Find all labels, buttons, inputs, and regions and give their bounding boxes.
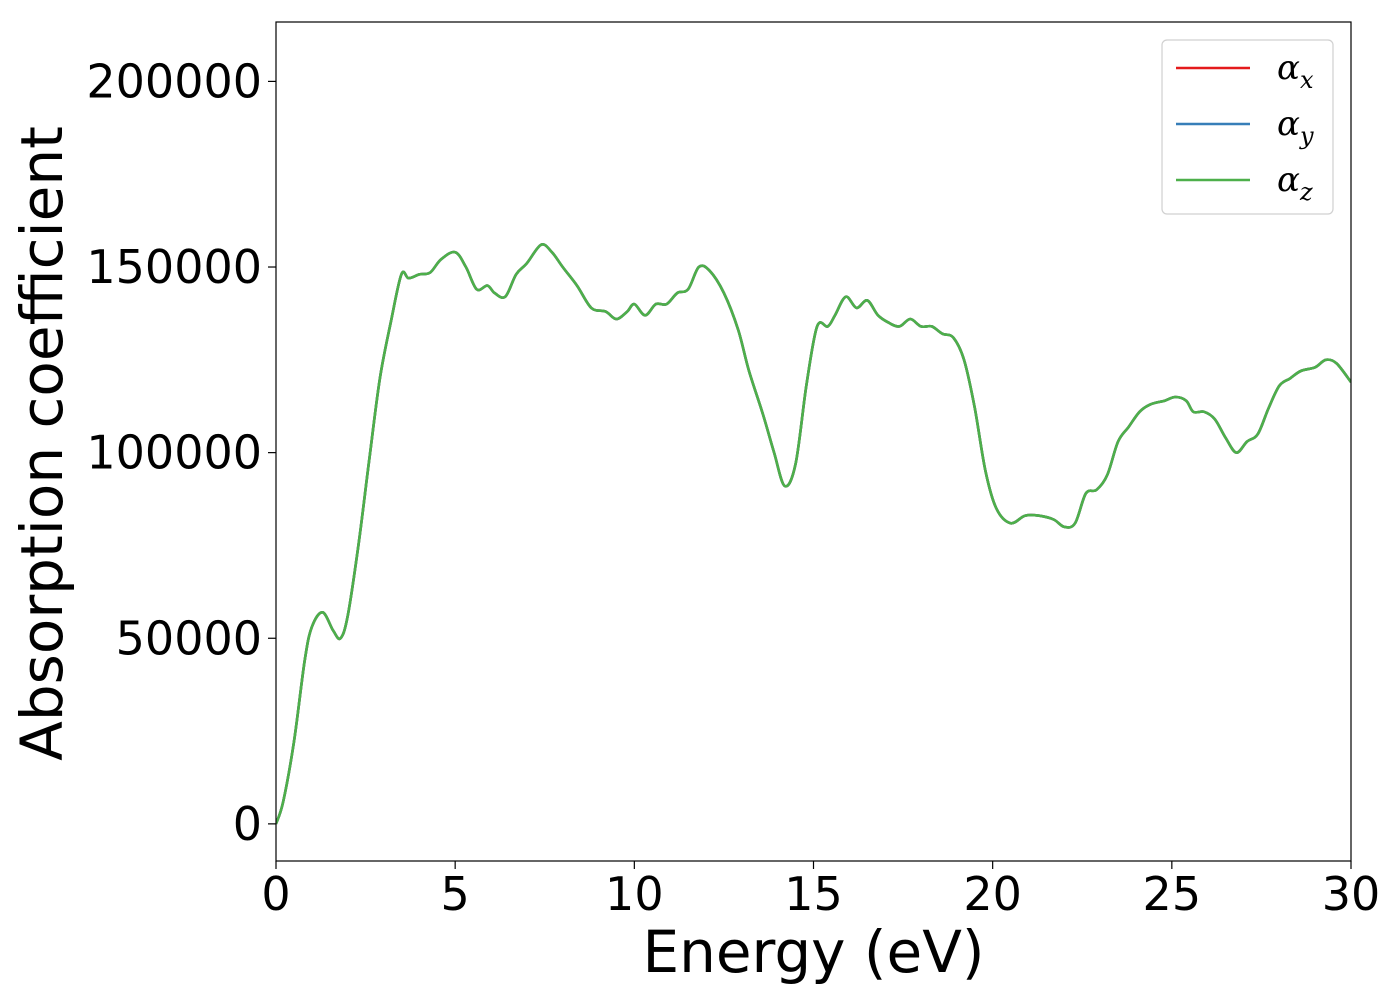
x-tick-label: 5 (441, 867, 470, 921)
x-tick-label: 30 (1322, 867, 1381, 921)
x-tick-label: 25 (1143, 867, 1202, 921)
x-axis-title: Energy (eV) (642, 918, 984, 986)
x-tick-label: 0 (261, 867, 290, 921)
x-tick-label: 15 (784, 867, 843, 921)
legend: αx αy αz (1161, 39, 1334, 215)
legend-label: αz (1277, 160, 1313, 206)
y-tick-label: 150000 (86, 240, 262, 294)
series-line-z (276, 243, 1351, 825)
x-axis: 0 5 10 15 20 25 30 (261, 861, 1380, 921)
x-tick-label: 10 (605, 867, 664, 921)
legend-label: αy (1277, 104, 1314, 150)
y-axis-title: Absorption coefficient (8, 126, 76, 761)
x-tick-label: 20 (963, 867, 1022, 921)
series-layer (276, 243, 1351, 825)
y-tick-label: 200000 (86, 54, 262, 108)
series-line-y (276, 243, 1351, 825)
series-line-x (276, 243, 1351, 825)
y-tick-label: 0 (233, 797, 262, 851)
legend-box (1161, 39, 1334, 215)
legend-label: αx (1277, 48, 1314, 94)
y-axis: 0 50000 100000 150000 200000 (86, 54, 276, 851)
y-tick-label: 100000 (86, 426, 262, 480)
y-tick-label: 50000 (116, 611, 262, 665)
